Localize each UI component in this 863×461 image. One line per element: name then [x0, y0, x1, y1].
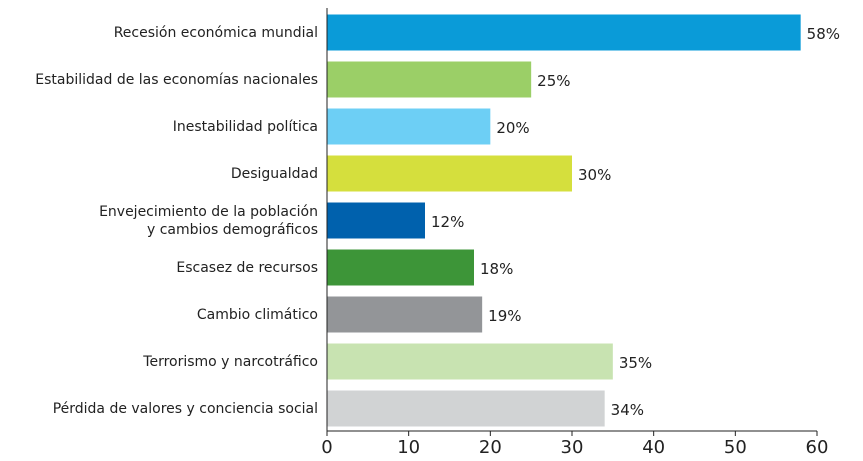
- value-label: 25%: [537, 72, 570, 90]
- bar: [327, 108, 491, 145]
- x-tick-label: 60: [806, 437, 829, 458]
- value-label: 58%: [807, 25, 840, 43]
- value-label: 35%: [619, 354, 652, 372]
- bar: [327, 249, 474, 286]
- x-tick-label: 0: [321, 437, 332, 458]
- value-label: 12%: [431, 213, 464, 231]
- bar: [327, 155, 572, 192]
- value-label: 20%: [496, 119, 529, 137]
- bar: [327, 202, 425, 239]
- x-tick-label: 20: [479, 437, 502, 458]
- category-label: Cambio climático: [196, 306, 318, 323]
- category-label: Envejecimiento de la población y cambios…: [99, 203, 318, 238]
- bar: [327, 390, 605, 427]
- category-label: Escasez de recursos: [176, 259, 318, 276]
- bar: [327, 61, 532, 98]
- x-tick-label: 50: [724, 437, 747, 458]
- value-label: 18%: [480, 260, 513, 278]
- value-label: 30%: [578, 166, 611, 184]
- value-label: 34%: [611, 401, 644, 419]
- value-label: 19%: [488, 307, 521, 325]
- category-label: Terrorismo y narcotráfico: [143, 353, 318, 370]
- category-label: Recesión económica mundial: [113, 24, 318, 41]
- category-label: Estabilidad de las economías nacionales: [35, 71, 318, 88]
- x-tick-label: 40: [642, 437, 665, 458]
- category-label: Inestabilidad política: [172, 118, 318, 135]
- category-label: Desigualdad: [230, 165, 318, 182]
- bar: [327, 14, 801, 51]
- x-tick-label: 10: [397, 437, 420, 458]
- bar: [327, 296, 483, 333]
- x-tick-label: 30: [561, 437, 584, 458]
- bar: [327, 343, 613, 380]
- category-label: Pérdida de valores y conciencia social: [52, 400, 318, 417]
